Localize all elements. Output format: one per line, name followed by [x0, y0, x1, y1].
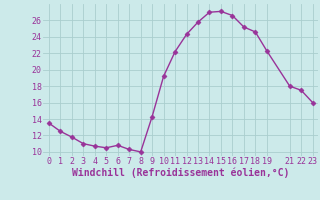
- X-axis label: Windchill (Refroidissement éolien,°C): Windchill (Refroidissement éolien,°C): [72, 168, 290, 178]
